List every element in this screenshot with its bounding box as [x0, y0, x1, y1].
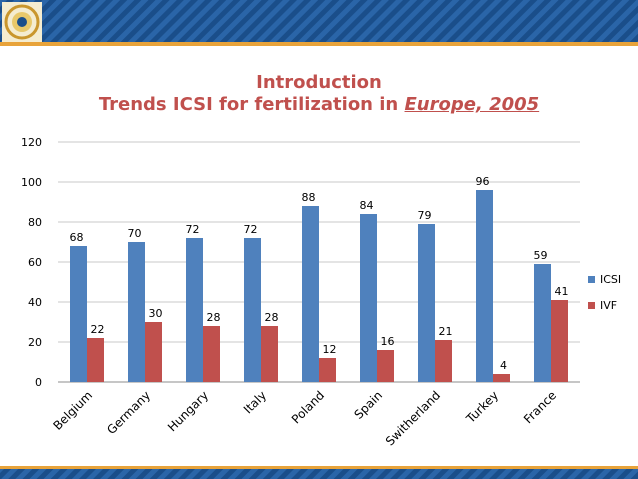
icsi-data-label: 70: [128, 227, 142, 240]
y-tick-label: 80: [28, 216, 42, 229]
icsi-bar: [534, 264, 551, 382]
legend-ivf-label: IVF: [600, 299, 617, 312]
x-category-label: Switherland: [383, 388, 443, 448]
emblem-icon: [2, 2, 42, 42]
icsi-data-label: 72: [186, 223, 200, 236]
x-category-label: Belgium: [50, 388, 95, 433]
legend-ivf-swatch: [588, 302, 595, 309]
ivf-bar: [493, 374, 510, 382]
y-tick-label: 120: [21, 136, 42, 149]
ivf-data-label: 4: [500, 359, 507, 372]
slide-title: Introduction Trends ICSI for fertilizati…: [0, 72, 638, 116]
icsi-data-label: 72: [244, 223, 258, 236]
x-category-label: Poland: [289, 388, 327, 426]
ivf-bar: [87, 338, 104, 382]
ivf-bar: [377, 350, 394, 382]
ivf-bar: [261, 326, 278, 382]
ivf-bar: [551, 300, 568, 382]
ivf-data-label: 16: [381, 335, 395, 348]
icsi-bar: [128, 242, 145, 382]
x-category-label: France: [521, 388, 559, 426]
ivf-data-label: 30: [149, 307, 163, 320]
x-category-label: Italy: [241, 388, 269, 416]
icsi-data-label: 96: [476, 175, 490, 188]
ivf-bar: [319, 358, 336, 382]
icsi-bar: [418, 224, 435, 382]
icsi-data-label: 59: [534, 249, 548, 262]
bar-chart: 0 20 40 60 80 100 120 68 22 Belgium 70 30 Germany 72 2…: [21, 136, 621, 449]
y-tick-label: 20: [28, 336, 42, 349]
icsi-bar: [302, 206, 319, 382]
icsi-bar: [70, 246, 87, 382]
footer-band: [0, 466, 638, 479]
legend-icsi-swatch: [588, 276, 595, 283]
icsi-data-label: 79: [418, 209, 432, 222]
ivf-data-label: 21: [439, 325, 453, 338]
x-category-label: Germany: [104, 388, 153, 437]
title-line-2-emph: Europe, 2005: [404, 94, 540, 115]
title-line-1: Introduction: [256, 72, 382, 93]
icsi-bar: [476, 190, 493, 382]
icsi-bar: [186, 238, 203, 382]
ivf-bar: [203, 326, 220, 382]
icsi-data-label: 68: [70, 231, 84, 244]
icsi-data-label: 88: [302, 191, 316, 204]
ivf-data-label: 22: [91, 323, 105, 336]
legend-icsi-label: ICSI: [600, 273, 621, 286]
title-line-2-prefix: Trends ICSI for fertilization in: [98, 94, 405, 115]
ivf-data-label: 12: [323, 343, 337, 356]
ivf-bar: [145, 322, 162, 382]
icsi-bar: [244, 238, 261, 382]
x-category-label: Hungary: [165, 388, 211, 434]
x-category-label: Turkey: [463, 388, 501, 426]
ivf-data-label: 28: [265, 311, 279, 324]
y-tick-label: 60: [28, 256, 42, 269]
icsi-data-label: 84: [360, 199, 374, 212]
y-tick-label: 100: [21, 176, 42, 189]
y-tick-label: 0: [35, 376, 42, 389]
ivf-bar: [435, 340, 452, 382]
icsi-bar: [360, 214, 377, 382]
header-band: [0, 0, 638, 46]
x-category-label: Spain: [352, 388, 386, 422]
y-tick-label: 40: [28, 296, 42, 309]
ivf-data-label: 41: [555, 285, 569, 298]
ivf-data-label: 28: [207, 311, 221, 324]
title-line-2: Trends ICSI for fertilization in Europe,…: [0, 94, 638, 116]
